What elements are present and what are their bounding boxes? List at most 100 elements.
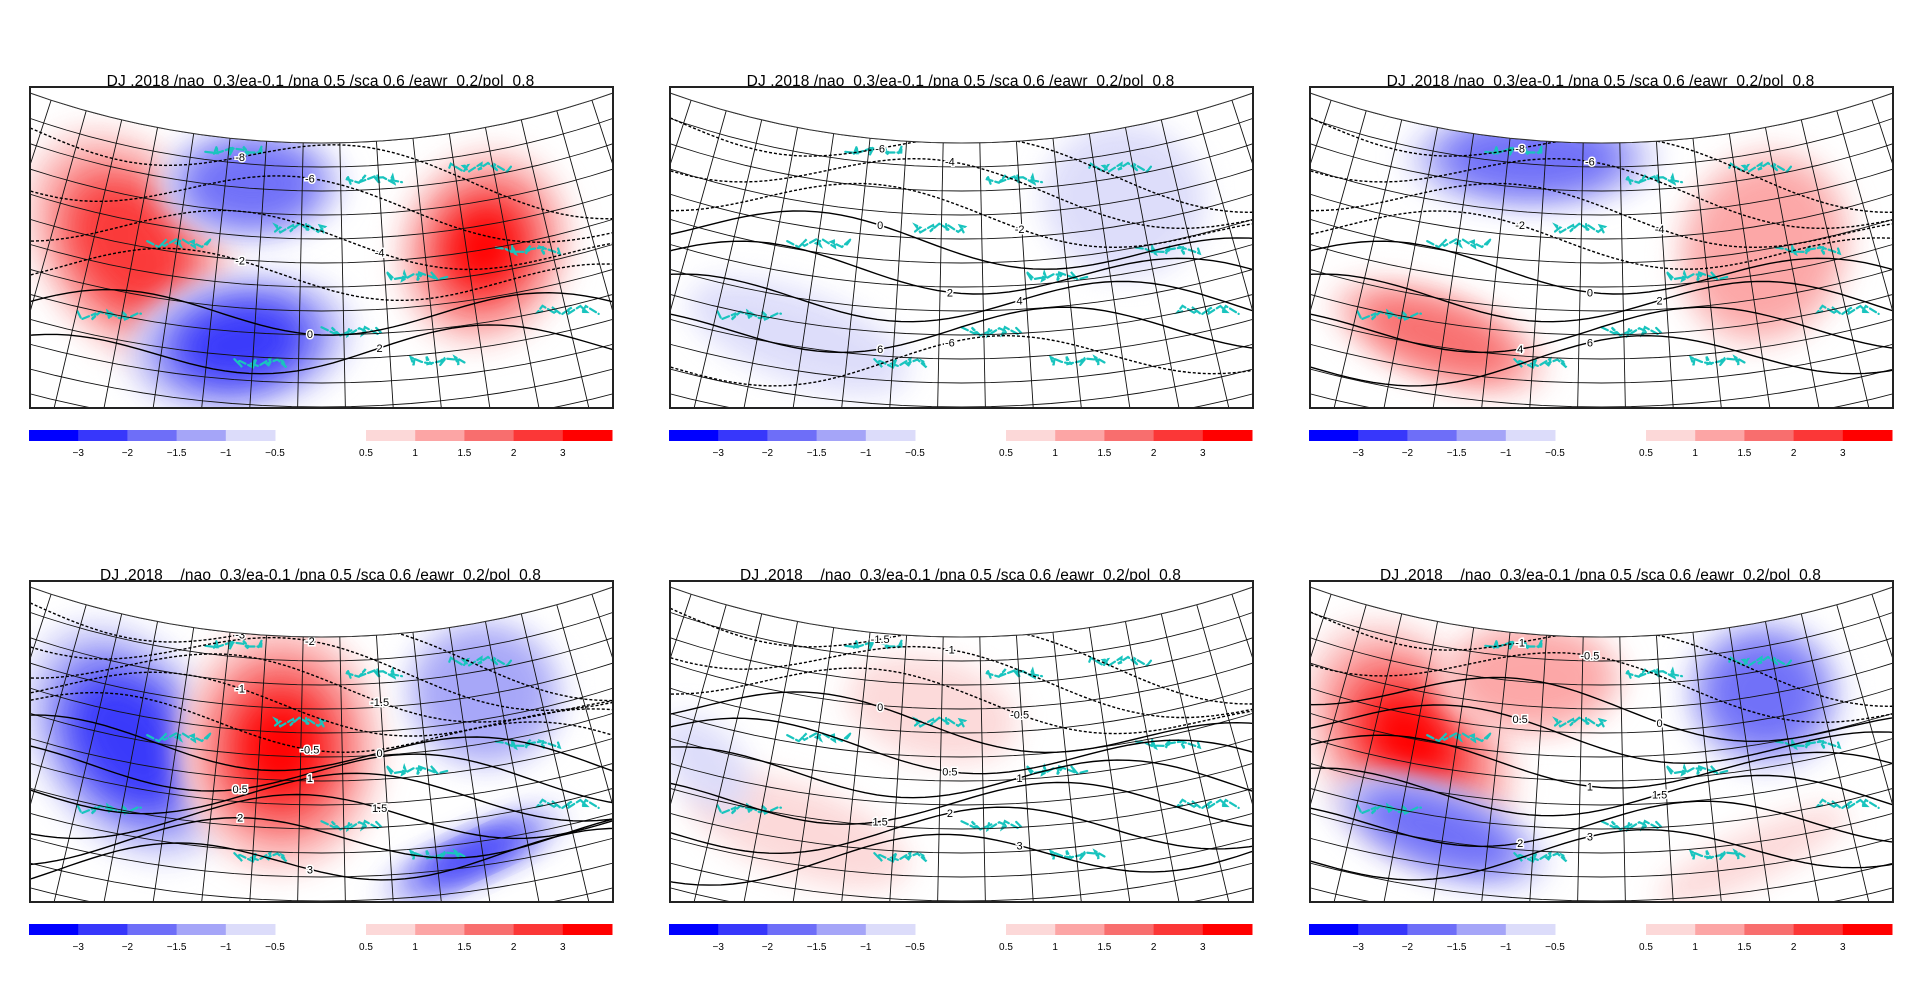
panel-title-line1: DJ .2018 /nao 0.3/ea-0.1 /pna 0.5 /sca 0… xyxy=(106,73,535,90)
coastline xyxy=(272,715,328,728)
colorbar: −3 −2 −1.5 −1 −0.5 0.5 1 1.5 2 3 xyxy=(669,430,1253,466)
meridian xyxy=(133,617,196,901)
meridian xyxy=(1311,101,1370,407)
parallel xyxy=(671,88,1252,240)
colorbar-canvas: −3 −2 −1.5 −1 −0.5 0.5 1 1.5 2 3 xyxy=(29,924,613,953)
parallel xyxy=(1311,582,1892,806)
meridian xyxy=(31,584,55,901)
coastline xyxy=(1552,715,1608,728)
contour-line xyxy=(1311,734,1892,789)
colorbar-tick-label: −2 xyxy=(762,942,774,953)
contour-label: 0 xyxy=(307,329,313,341)
coastline xyxy=(1814,304,1880,317)
contour-label: -1.5 xyxy=(871,634,890,646)
meridian xyxy=(671,604,765,901)
parallel xyxy=(1311,88,1892,168)
meridian xyxy=(880,131,908,407)
map-field: -1.5 -1 -0.5 0 0.5 1 1.5 2 3 xyxy=(671,582,1252,901)
contour-label: -6 xyxy=(1585,157,1595,169)
meridian xyxy=(518,110,612,407)
coastline xyxy=(1426,731,1492,744)
colorbar-swatch-negative xyxy=(176,924,227,935)
contour-line xyxy=(671,273,1252,323)
contour-line xyxy=(1311,157,1892,229)
contour-label: -8 xyxy=(235,152,245,164)
meridian xyxy=(1798,604,1892,901)
colorbar-tick-label: −1 xyxy=(220,942,232,953)
contour-label: -6 xyxy=(305,173,315,185)
meridian xyxy=(1619,626,1629,901)
meridian xyxy=(186,622,232,901)
contour-label: 2 xyxy=(947,287,953,299)
colorbar-tick-label: 0.5 xyxy=(999,448,1013,459)
contour-label: 0.5 xyxy=(233,784,248,796)
meridian xyxy=(31,90,55,407)
contour-line xyxy=(1311,800,1892,848)
colorbar: −3 −2 −1.5 −1 −0.5 0.5 1 1.5 2 3 xyxy=(669,924,1253,960)
map-background xyxy=(1311,582,1892,901)
meridian xyxy=(31,595,90,901)
parallel xyxy=(671,88,1252,192)
colorbar-tick-label: −3 xyxy=(1352,942,1364,953)
anomaly-shade-negative xyxy=(1042,122,1206,277)
coastline xyxy=(1174,304,1240,317)
parallel xyxy=(1311,582,1892,854)
parallel xyxy=(1311,582,1892,830)
coastline xyxy=(985,172,1044,186)
colorbar-swatch-negative xyxy=(1358,924,1408,935)
meridian xyxy=(1574,132,1584,407)
contour-label: -1 xyxy=(1515,637,1525,649)
parallel xyxy=(1311,582,1892,734)
map-boundary xyxy=(671,586,1252,638)
contour-label: 3 xyxy=(307,864,313,876)
contour-label: -6 xyxy=(945,337,955,349)
meridian xyxy=(1228,584,1252,901)
meridian xyxy=(31,604,125,901)
meridian xyxy=(411,622,457,901)
coastline xyxy=(320,819,383,833)
coastline xyxy=(345,666,404,680)
meridian xyxy=(1520,131,1548,407)
coastline xyxy=(1774,244,1842,257)
colorbar-swatch-negative xyxy=(127,430,178,441)
meridian xyxy=(518,604,612,901)
contour-label: 2 xyxy=(1517,838,1523,850)
contour-label: 0 xyxy=(377,748,383,760)
map-canvas: -8 -6 -4 -2 0 2 xyxy=(31,88,612,407)
colorbar-swatch-negative xyxy=(176,430,227,441)
colorbar-swatch-positive xyxy=(1006,430,1056,441)
map-field: -6 -4 -2 0 2 4 6 -6 xyxy=(671,88,1252,407)
coastline xyxy=(233,850,288,863)
meridian xyxy=(294,132,304,407)
contour-label: -1 xyxy=(945,645,955,657)
meridian xyxy=(1193,595,1252,901)
meridian xyxy=(671,101,730,407)
meridian xyxy=(1413,123,1476,407)
colorbar-tick-label: 2 xyxy=(511,448,517,459)
coastline xyxy=(1688,354,1746,366)
meridian xyxy=(1311,604,1405,901)
colorbar-swatch-negative xyxy=(767,430,818,441)
colorbar-swatch-positive xyxy=(1202,924,1253,935)
map-frame: -8 -6 -4 -2 0 2 4 6 xyxy=(1309,86,1894,409)
meridian xyxy=(720,117,800,407)
colorbar-tick-label: 2 xyxy=(1151,448,1157,459)
meridian xyxy=(186,128,232,407)
contour-label: -0.5 xyxy=(1580,651,1599,663)
anomaly-shade-negative xyxy=(183,307,297,379)
colorbar-swatch-negative xyxy=(225,924,276,935)
colorbar-swatch-positive xyxy=(1104,430,1155,441)
colorbar-tick-label: −0.5 xyxy=(1545,942,1565,953)
meridian xyxy=(411,128,457,407)
map-frame: -1.5 -1 -0.5 0 0.5 1 1.5 2 3 xyxy=(669,580,1254,903)
meridian xyxy=(339,626,349,901)
coastline xyxy=(1025,268,1091,283)
map-canvas: -1 -0.5 0 0.5 1 1.5 2 3 xyxy=(1311,582,1892,901)
contour-label: 1 xyxy=(1587,781,1593,793)
colorbar-tick-label: −2 xyxy=(762,448,774,459)
meridian xyxy=(1868,584,1892,901)
colorbar-swatch-negative xyxy=(816,924,867,935)
colorbar-swatch-negative xyxy=(1456,924,1507,935)
colorbar-swatch-positive xyxy=(366,430,416,441)
coastline xyxy=(1048,848,1106,860)
